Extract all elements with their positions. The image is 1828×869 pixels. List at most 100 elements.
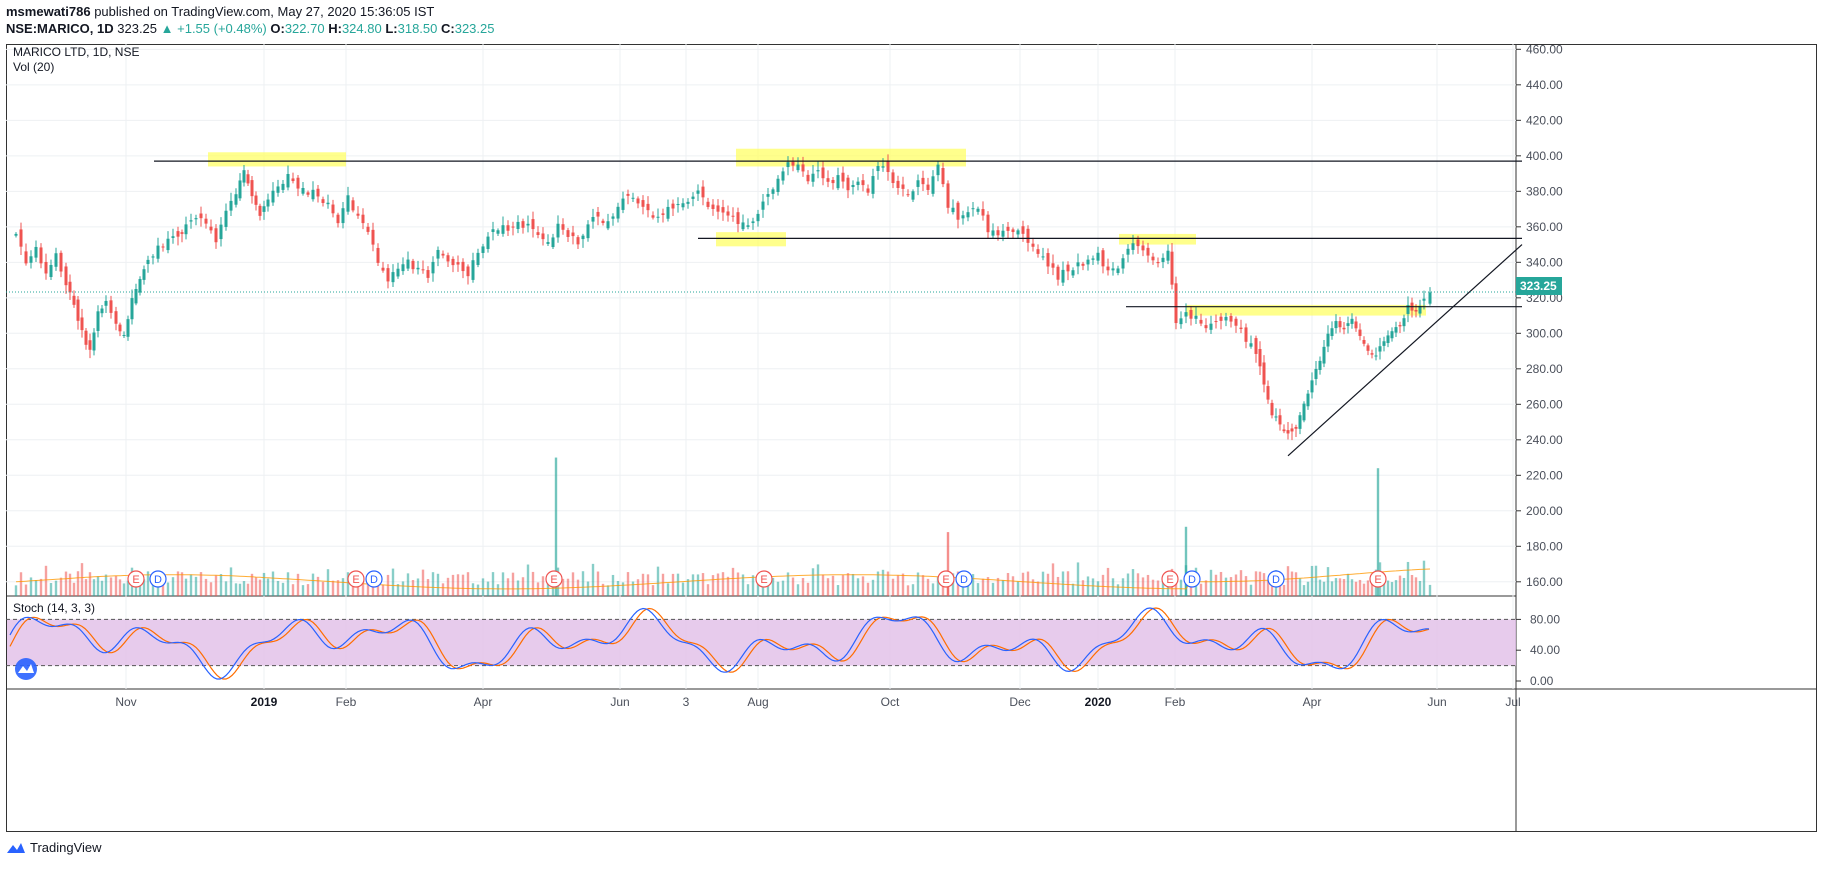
symbol-legend: NSE:MARICO, 1D 323.25 ▲ +1.55 (+0.48%) O… xyxy=(6,21,494,36)
price-tag: 323.25 xyxy=(1520,279,1557,293)
dividend-marker[interactable]: D xyxy=(1267,570,1285,588)
volume-bar xyxy=(1056,576,1060,596)
candle-body xyxy=(1428,292,1432,304)
volume-bar xyxy=(109,577,113,596)
volume-bar xyxy=(1322,581,1326,596)
time-tick-label: Feb xyxy=(336,695,357,709)
candle-body xyxy=(1179,318,1183,325)
time-axis: Nov 2019 Feb Apr Jun 3 Aug Oct Dec 2020 Feb Apr Jun J… xyxy=(115,695,1520,709)
low-label: L: xyxy=(385,21,398,36)
volume-bar xyxy=(506,578,510,596)
volume-bar xyxy=(214,575,218,596)
candle-body xyxy=(1199,319,1203,324)
volume-bar xyxy=(189,574,193,596)
volume-bar xyxy=(561,578,565,596)
dividend-marker[interactable]: D xyxy=(955,570,973,588)
candle-body xyxy=(1151,256,1155,261)
candle-body xyxy=(1244,327,1248,342)
volume-bar xyxy=(646,574,650,596)
dividend-marker[interactable]: D xyxy=(365,570,383,588)
volume-bar xyxy=(926,578,930,596)
price-tick-label: 220.00 xyxy=(1526,468,1563,482)
volume-spike xyxy=(554,457,558,596)
candle-body xyxy=(19,229,23,247)
earnings-marker[interactable]: E xyxy=(1161,570,1179,588)
price-tick-label: 460.00 xyxy=(1526,44,1563,56)
candle-body xyxy=(1239,327,1243,330)
volume-bar xyxy=(771,577,775,596)
candle-body xyxy=(426,270,430,278)
candle-body xyxy=(1406,305,1410,314)
volume-bar xyxy=(1249,584,1253,596)
candle-body xyxy=(506,225,510,231)
volume-bar xyxy=(906,585,910,596)
candle-body xyxy=(661,213,665,215)
volume-spike xyxy=(1184,526,1188,596)
volume-bar xyxy=(746,584,750,596)
candle-body xyxy=(511,226,515,228)
candle-body xyxy=(981,209,985,216)
candle-body xyxy=(1001,230,1005,237)
volume-bar xyxy=(1350,579,1354,596)
earnings-marker[interactable]: E xyxy=(1369,570,1387,588)
dividend-marker[interactable]: D xyxy=(1183,570,1201,588)
volume-bar xyxy=(406,573,410,596)
earnings-marker[interactable]: E xyxy=(545,570,563,588)
candle-body xyxy=(1290,428,1294,432)
candle-body xyxy=(541,233,545,240)
candle-body xyxy=(766,194,770,197)
candle-body xyxy=(1096,252,1100,261)
candle-body xyxy=(134,288,138,304)
candle-body xyxy=(1278,415,1282,425)
volume-bar xyxy=(541,576,545,596)
candle-body xyxy=(1302,403,1306,421)
candle-body xyxy=(706,201,710,207)
price-tick-label: 380.00 xyxy=(1526,184,1563,198)
earnings-marker[interactable]: E xyxy=(755,570,773,588)
volume-bar xyxy=(1116,584,1120,596)
volume-bar xyxy=(242,581,246,596)
candle-body xyxy=(561,224,565,230)
volume-bar xyxy=(521,577,525,596)
candle-body xyxy=(114,311,118,324)
event-circle xyxy=(1161,570,1179,588)
volume-bar xyxy=(391,568,395,596)
volume-bar xyxy=(176,571,180,596)
candle-body xyxy=(189,220,193,222)
event-letter: E xyxy=(942,574,949,586)
candle-body xyxy=(466,266,470,277)
volume-bar xyxy=(1066,571,1070,596)
earnings-marker[interactable]: E xyxy=(127,570,145,588)
volume-bar xyxy=(281,582,285,596)
volume-bar xyxy=(361,576,365,596)
brand-footer[interactable]: TradingView xyxy=(6,840,102,855)
candle-body xyxy=(176,231,180,237)
volume-bar xyxy=(461,574,465,596)
candle-body xyxy=(88,340,92,350)
candle-body xyxy=(841,172,845,182)
volume-bar xyxy=(1338,578,1342,596)
candle-body xyxy=(122,334,126,336)
volume-bar xyxy=(1041,571,1045,596)
candle-body xyxy=(1111,268,1115,271)
candle-body xyxy=(991,230,995,236)
volume-bar xyxy=(1334,578,1338,596)
event-letter: D xyxy=(1272,574,1280,586)
candle-body xyxy=(971,208,975,210)
dividend-marker[interactable]: D xyxy=(149,570,167,588)
price-tick-label: 440.00 xyxy=(1526,78,1563,92)
candle-body xyxy=(1156,261,1160,264)
candle-body xyxy=(601,220,605,224)
event-circle xyxy=(1369,570,1387,588)
stochastic-pane xyxy=(6,607,1516,680)
candle-body xyxy=(791,161,795,166)
candle-body xyxy=(1262,362,1266,385)
volume-bar xyxy=(451,574,455,596)
earnings-marker[interactable]: E xyxy=(937,570,955,588)
volume-bar xyxy=(1234,574,1238,596)
earnings-marker[interactable]: E xyxy=(347,570,365,588)
author-name[interactable]: msmewati786 xyxy=(6,4,91,19)
